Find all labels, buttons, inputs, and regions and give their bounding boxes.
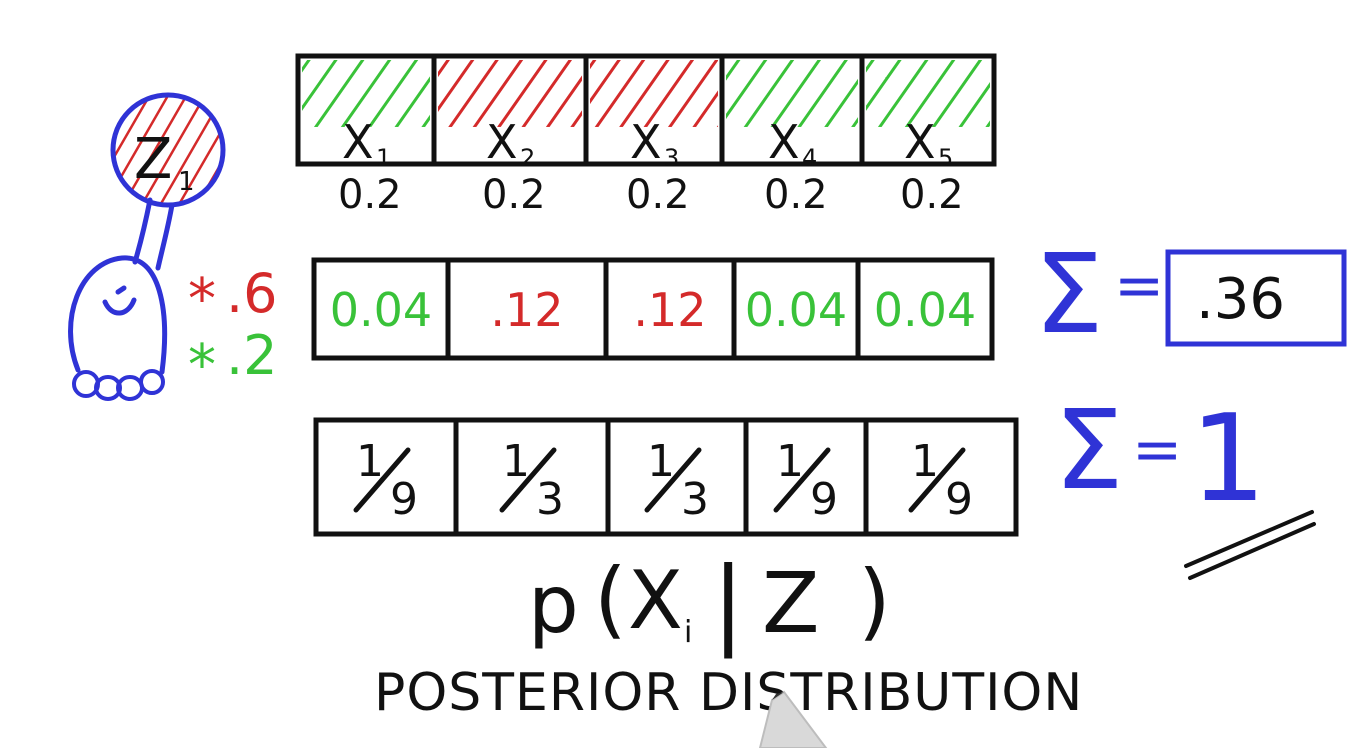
posterior-cell-slash xyxy=(353,447,411,513)
product-cell-border xyxy=(855,257,995,361)
prior-cell-label-sub: 3 xyxy=(664,144,679,172)
double-underline xyxy=(1184,510,1316,580)
posterior-cell-numerator: 1 xyxy=(776,436,804,487)
posterior-cell-numerator: 1 xyxy=(502,436,530,487)
product-sum-equals: = xyxy=(1114,251,1164,321)
product-cell: 0.04 xyxy=(855,257,995,361)
posterior-cell-border xyxy=(863,417,1019,537)
prior-cell-label-sub: 1 xyxy=(376,144,391,172)
product-sum-value: .36 xyxy=(1196,267,1285,332)
prior-probability: 0.2 xyxy=(482,172,546,218)
prior-cell-label-sub: 2 xyxy=(520,144,535,172)
posterior-cell-denominator: 9 xyxy=(810,474,838,525)
prior-cell-label: X xyxy=(630,115,662,169)
posterior-sum-value: 1 xyxy=(1190,390,1266,529)
caption: POSTERIOR DISTRIBUTION xyxy=(374,663,1083,723)
posterior-cell-slash xyxy=(644,447,702,513)
product-cell-value: .12 xyxy=(633,283,706,337)
posterior-cell-denominator: 9 xyxy=(390,474,418,525)
posterior-cell: 19 xyxy=(743,417,869,537)
product-cell-value: 0.04 xyxy=(745,283,847,337)
prior-cell-hatch xyxy=(302,60,430,127)
posterior-cell-numerator: 1 xyxy=(911,436,939,487)
posterior-cell-numerator: 1 xyxy=(356,436,384,487)
prior-cell-label: X xyxy=(486,115,518,169)
product-cell-value: 0.04 xyxy=(874,283,976,337)
formula-x: X xyxy=(628,554,683,647)
posterior-cell-slash xyxy=(908,447,966,513)
formula-close-paren: ) xyxy=(858,552,891,650)
sensor-label-sub: 1 xyxy=(178,167,195,197)
prior-cell-hatch xyxy=(438,60,582,127)
hit-value: .6 xyxy=(226,262,278,325)
miss-star: * xyxy=(188,333,216,398)
posterior-cell-slash xyxy=(773,447,831,513)
miss-value: .2 xyxy=(226,324,278,387)
posterior-cell-denominator: 9 xyxy=(945,474,973,525)
formula-z: Z xyxy=(762,554,820,652)
prior-probability: 0.2 xyxy=(900,172,964,218)
prior-cell-label: X xyxy=(342,115,374,169)
prior-cell-hatch xyxy=(726,60,858,127)
product-sum-symbol: Σ xyxy=(1034,230,1104,358)
formula-open-paren: ( xyxy=(594,550,627,648)
product-cell: 0.04 xyxy=(311,257,451,361)
posterior-cell-slash xyxy=(499,447,557,513)
pen-tip xyxy=(758,690,828,748)
robot-feet xyxy=(72,369,165,401)
product-sum-box xyxy=(1165,249,1347,347)
product-cell: 0.04 xyxy=(731,257,861,361)
sensor-stem xyxy=(132,197,175,271)
posterior-cell-denominator: 3 xyxy=(536,474,564,525)
posterior-cell-numerator: 1 xyxy=(647,436,675,487)
prior-probability: 0.2 xyxy=(626,172,690,218)
product-cell: .12 xyxy=(603,257,737,361)
prior-cell-hatch xyxy=(866,60,990,127)
product-row: 0.04 .12 .12 0.04 0.04 xyxy=(311,257,995,361)
posterior-sum-equals: = xyxy=(1132,415,1182,485)
prior-probability: 0.2 xyxy=(338,172,402,218)
product-cell-value: 0.04 xyxy=(330,283,432,337)
robot-body xyxy=(68,255,168,375)
posterior-sum-symbol: Σ xyxy=(1054,386,1124,514)
prior-cell-label-sub: 4 xyxy=(802,144,817,172)
prior-cell-label: X xyxy=(904,115,936,169)
formula-bar: | xyxy=(712,547,744,660)
prior-probability: 0.2 xyxy=(764,172,828,218)
robot-eye xyxy=(115,285,127,295)
robot-smile xyxy=(102,297,137,316)
posterior-cell-denominator: 3 xyxy=(681,474,709,525)
posterior-cell: 19 xyxy=(313,417,459,537)
product-cell: .12 xyxy=(445,257,609,361)
prior-cell-border xyxy=(859,53,997,167)
formula-sub: i xyxy=(684,615,692,650)
prior-cell-label: X xyxy=(768,115,800,169)
sensor-label-z: Z xyxy=(134,127,172,192)
prior-cell-label-sub: 5 xyxy=(938,144,953,172)
prior-cell-hatch xyxy=(590,60,718,127)
posterior-cell: 13 xyxy=(605,417,749,537)
hit-star: * xyxy=(188,267,216,332)
posterior-cell: 19 xyxy=(863,417,1019,537)
product-cell-value: .12 xyxy=(490,283,563,337)
formula-p: p xyxy=(528,558,579,651)
robot-figure: Z 1 xyxy=(68,92,226,401)
posterior-formula: p ( X i | Z ) xyxy=(528,547,891,660)
sensor-bubble xyxy=(110,92,226,208)
prior-probabilities: 0.2 0.2 0.2 0.2 0.2 xyxy=(338,172,964,218)
posterior-cell: 13 xyxy=(453,417,611,537)
